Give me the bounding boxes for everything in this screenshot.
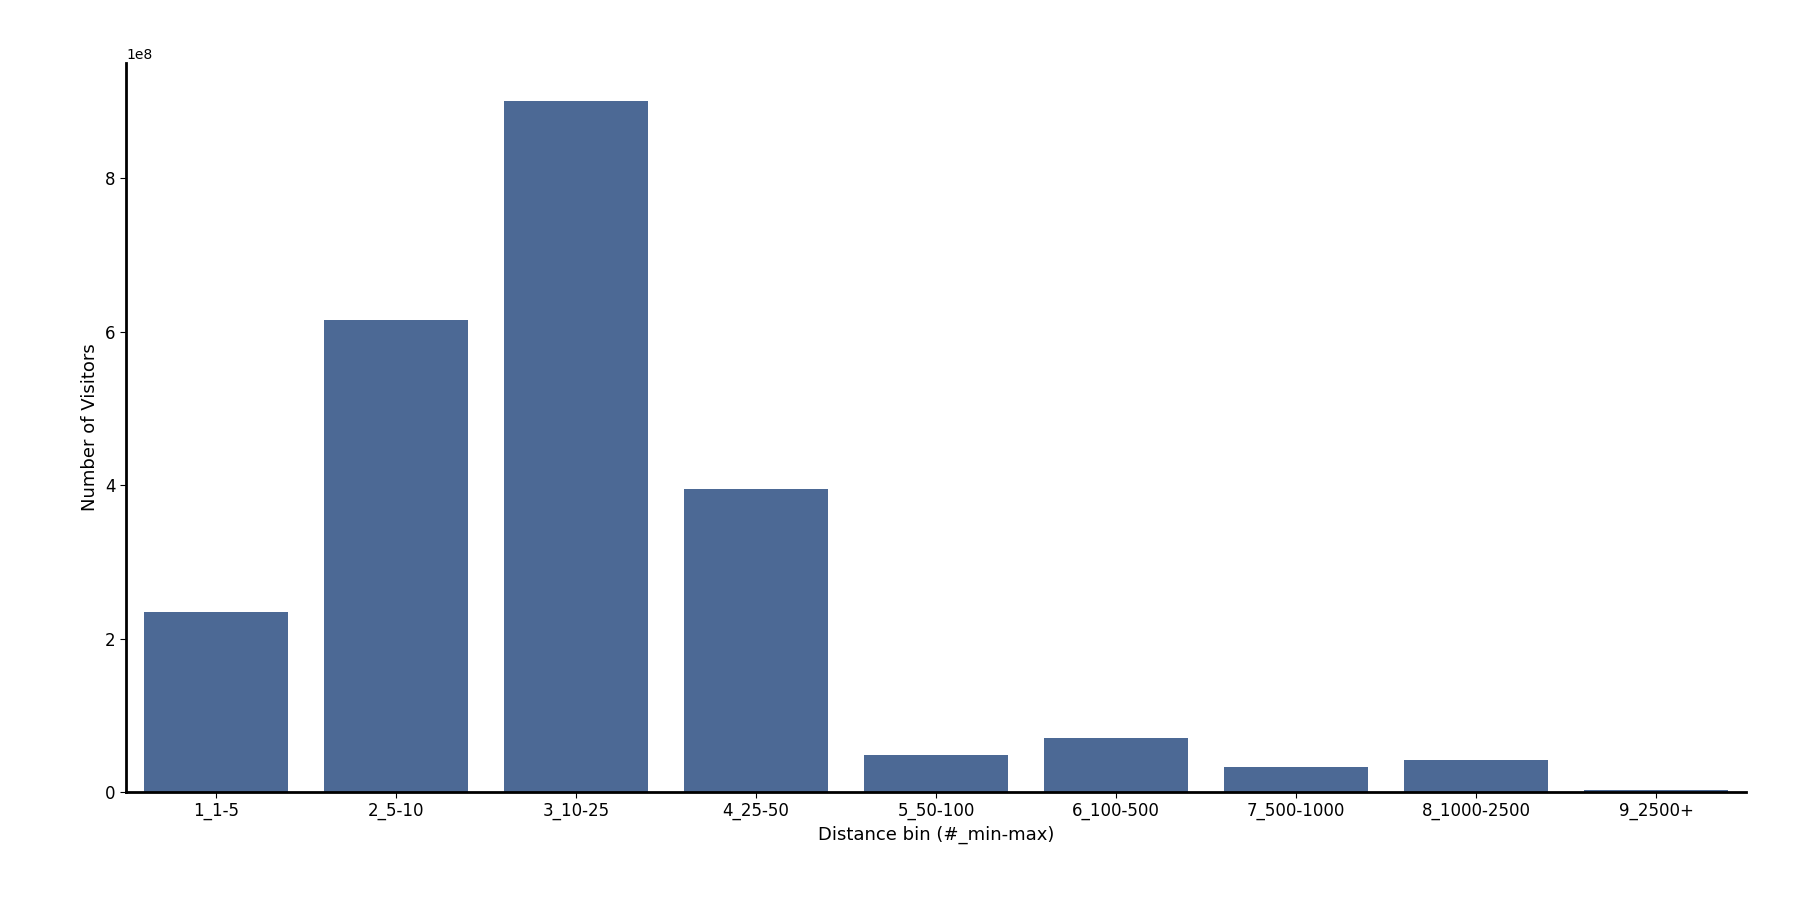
Y-axis label: Number of Visitors: Number of Visitors	[81, 344, 99, 511]
Bar	[144, 612, 288, 792]
Bar	[504, 102, 648, 792]
Bar	[1404, 760, 1548, 792]
Bar	[864, 755, 1008, 792]
Bar	[324, 320, 468, 792]
Bar	[1584, 790, 1728, 792]
Bar	[684, 489, 828, 792]
Bar	[1224, 767, 1368, 792]
X-axis label: Distance bin (#_min-max): Distance bin (#_min-max)	[817, 826, 1055, 844]
Bar	[1044, 738, 1188, 792]
